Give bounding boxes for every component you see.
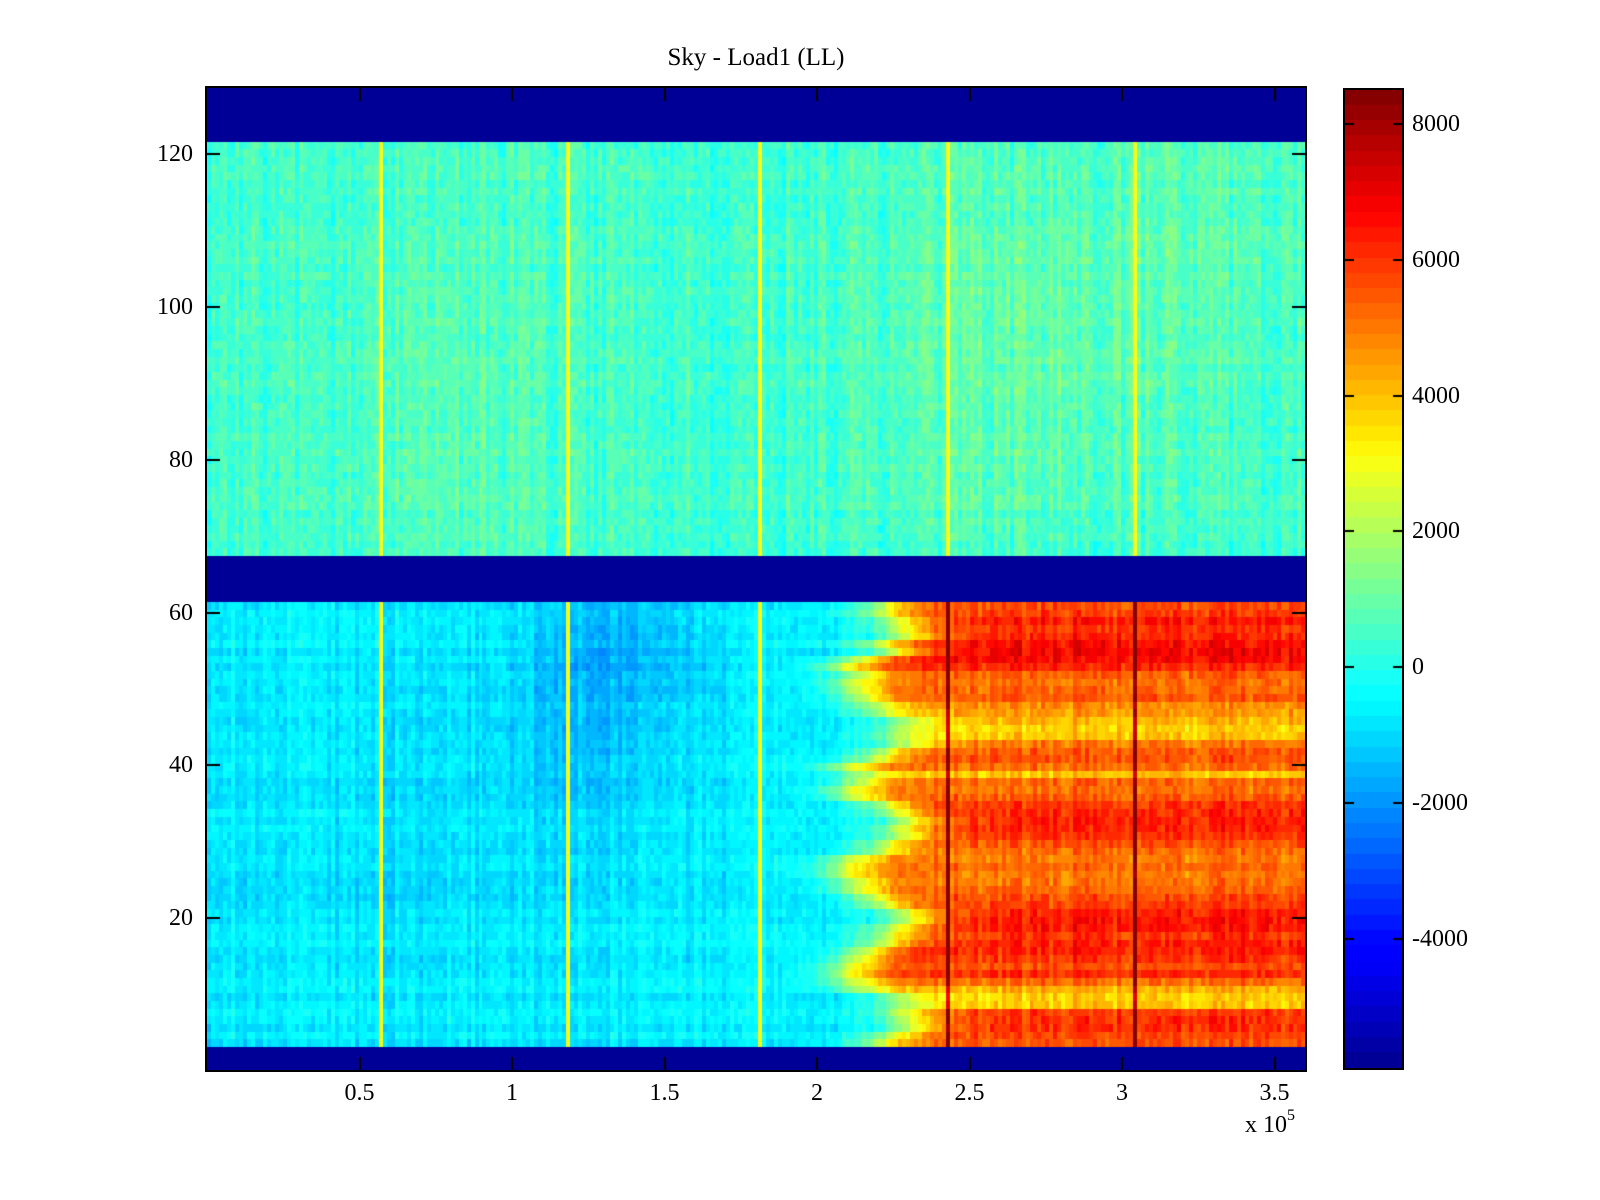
y-tick-label: 40 — [169, 752, 193, 779]
y-tick-label: 100 — [157, 294, 193, 321]
x-tick-label: 1.5 — [649, 1080, 680, 1106]
colorbar-tick-label: 0 — [1412, 654, 1424, 681]
x-axis-multiplier-exponent: 5 — [1287, 1107, 1295, 1124]
colorbar-tick-label: 2000 — [1412, 518, 1460, 545]
colorbar-tick-label: 8000 — [1412, 110, 1460, 137]
colorbar-tick-label: 6000 — [1412, 246, 1460, 273]
y-tick-label: 120 — [157, 141, 193, 168]
x-axis-exponent-label: x 105 — [1175, 1107, 1295, 1139]
y-tick-label: 20 — [169, 905, 193, 932]
x-tick-label: 2 — [811, 1080, 823, 1106]
colorbar-tick-label: 4000 — [1412, 382, 1460, 409]
x-tick-label: 3.5 — [1259, 1080, 1290, 1106]
x-tick-label: 1 — [506, 1080, 518, 1106]
x-tick-label: 0.5 — [344, 1080, 375, 1106]
colorbar-canvas — [1343, 88, 1404, 1070]
x-tick-label: 2.5 — [954, 1080, 985, 1106]
colorbar-tick-label: -2000 — [1412, 790, 1468, 817]
y-tick-label: 80 — [169, 446, 193, 473]
chart-title: Sky - Load1 (LL) — [667, 44, 845, 71]
x-axis-multiplier-base: x 10 — [1245, 1112, 1287, 1138]
colorbar-tick-label: -4000 — [1412, 925, 1468, 952]
x-tick-label: 3 — [1116, 1080, 1128, 1106]
y-tick-label: 60 — [169, 599, 193, 626]
heatmap-canvas — [205, 86, 1307, 1072]
